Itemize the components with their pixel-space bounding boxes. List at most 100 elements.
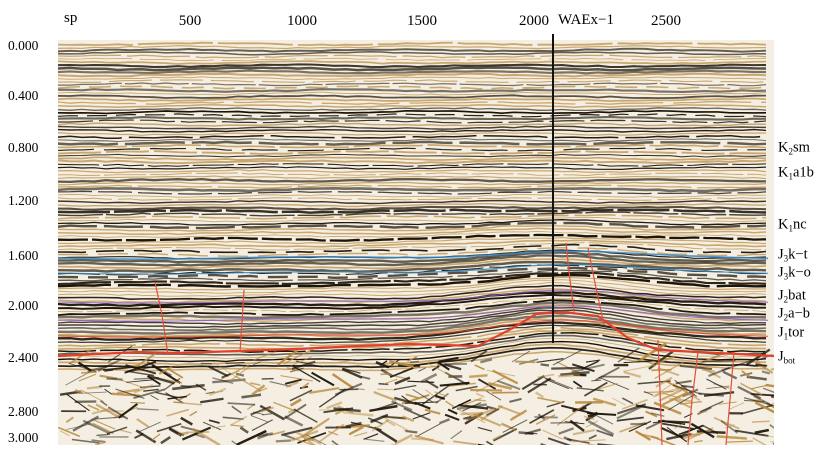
basement-reflection	[583, 415, 595, 421]
basement-reflection	[252, 361, 261, 366]
basement-reflection	[212, 377, 234, 384]
basement-reflection	[597, 382, 618, 390]
basement-reflection	[241, 393, 262, 399]
reflector	[58, 197, 767, 201]
horizon-subscript: 3	[783, 271, 789, 282]
reflector	[58, 300, 767, 320]
basement-reflection	[137, 421, 161, 433]
basement-reflection	[273, 401, 297, 413]
basement-reflection	[87, 404, 100, 411]
basement-reflection	[706, 385, 730, 390]
reflector	[58, 241, 767, 251]
time-tick-2400: 2.400	[8, 350, 39, 365]
basement-reflection	[463, 416, 472, 420]
basement-reflection	[587, 420, 615, 436]
basement-reflection	[235, 372, 245, 377]
basement-reflection	[205, 390, 224, 395]
basement-reflection	[621, 397, 634, 405]
reflector	[58, 299, 767, 316]
basement-reflection	[669, 397, 693, 403]
sp-tick-1000: 1000	[287, 13, 317, 29]
basement-reflection	[291, 364, 321, 383]
horizon-symbol: J	[778, 348, 784, 365]
reflector	[58, 128, 767, 133]
reflector	[58, 113, 767, 118]
basement-reflection	[134, 432, 144, 439]
reflector	[58, 131, 767, 136]
reflector	[58, 54, 767, 59]
reflector	[58, 163, 767, 167]
basement-reflection	[373, 391, 397, 402]
basement-reflection	[373, 426, 398, 443]
basement-reflection	[598, 376, 630, 390]
sp-tick-2000: 2000	[519, 13, 549, 29]
horizon-subscript: 2	[783, 312, 789, 323]
basement-reflection	[367, 417, 383, 425]
reflector	[58, 260, 767, 273]
basement-reflection	[537, 397, 563, 404]
basement-reflection	[195, 383, 207, 391]
basement-reflection	[470, 388, 503, 392]
reflector	[58, 69, 766, 75]
basement-reflection	[133, 377, 160, 380]
basement-reflection	[743, 397, 774, 407]
basement-reflection	[572, 439, 606, 443]
basement-reflection	[403, 407, 431, 422]
basement-reflection	[136, 418, 150, 428]
reflector	[58, 239, 767, 248]
basement-reflection	[235, 375, 262, 392]
horizon-subscript: 2	[783, 294, 789, 305]
basement-reflection	[376, 401, 397, 410]
basement-reflection	[393, 396, 418, 406]
basement-reflection	[477, 443, 486, 445]
basement-reflection	[231, 440, 239, 445]
basement-reflection	[331, 440, 340, 445]
basement-reflection	[451, 399, 472, 410]
reflector	[58, 190, 767, 195]
basement-reflection	[734, 429, 769, 437]
basement-reflection	[66, 393, 90, 412]
basement-reflection	[290, 356, 312, 367]
reflector	[58, 337, 767, 359]
basement-reflection	[462, 401, 482, 412]
basement-reflection	[92, 422, 114, 435]
basement-reflection	[474, 364, 485, 371]
basement-reflection	[289, 436, 316, 445]
reflector	[58, 100, 766, 105]
basement-reflection	[379, 360, 388, 367]
basement-reflection	[115, 388, 145, 399]
reflector	[58, 63, 767, 69]
reflector	[58, 153, 767, 158]
basement-reflection	[617, 347, 640, 363]
basement-reflection	[770, 394, 774, 397]
basement-reflection	[447, 408, 458, 415]
basement-reflection	[486, 440, 495, 445]
horizon-jbot-line	[58, 310, 774, 358]
reflector	[58, 281, 767, 297]
basement-reflection	[345, 421, 362, 428]
basement-reflection	[420, 373, 438, 383]
basement-reflection	[754, 360, 774, 375]
basement-reflection	[77, 361, 92, 372]
reflector	[58, 293, 767, 310]
basement-reflection	[467, 415, 477, 421]
basement-reflection	[327, 430, 339, 436]
time-tick-0000: 0.000	[8, 38, 39, 53]
reflector	[58, 243, 767, 254]
basement-reflection	[438, 356, 459, 363]
basement-reflection	[587, 411, 598, 418]
basement-reflection	[611, 397, 626, 406]
horizon-label-j3ko: J3k−o	[778, 265, 811, 282]
basement-reflection	[394, 376, 411, 385]
basement-reflection	[583, 381, 608, 397]
basement-reflection	[236, 429, 267, 445]
basement-reflection	[378, 382, 389, 386]
basement-reflection	[558, 373, 581, 378]
basement-reflection	[284, 378, 302, 385]
reflector	[58, 187, 766, 193]
basement-reflection	[463, 397, 482, 406]
reflector	[58, 51, 767, 56]
horizon-symbol: J	[778, 287, 784, 304]
horizon-symbol: J	[778, 264, 784, 281]
basement-reflection	[227, 366, 250, 383]
